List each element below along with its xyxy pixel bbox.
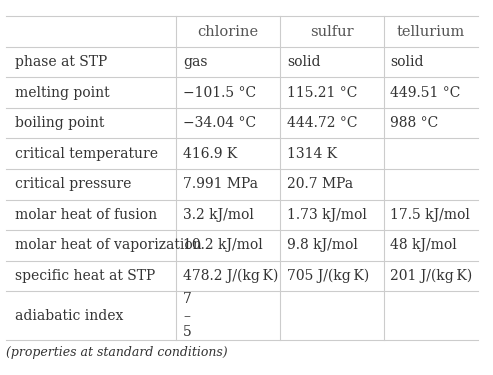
Text: adiabatic index: adiabatic index	[15, 309, 123, 322]
Text: 705 J/(kg K): 705 J/(kg K)	[287, 269, 369, 283]
Text: molar heat of vaporization: molar heat of vaporization	[15, 238, 202, 252]
Text: 1314 K: 1314 K	[287, 147, 337, 161]
Text: 7.991 MPa: 7.991 MPa	[183, 177, 258, 191]
Text: 48 kJ/mol: 48 kJ/mol	[390, 238, 457, 252]
Text: solid: solid	[390, 55, 424, 69]
Text: 449.51 °C: 449.51 °C	[390, 86, 460, 100]
Text: 7
–
5: 7 – 5	[183, 292, 192, 339]
Text: specific heat at STP: specific heat at STP	[15, 269, 155, 283]
Text: 1.73 kJ/mol: 1.73 kJ/mol	[287, 208, 367, 222]
Text: −101.5 °C: −101.5 °C	[183, 86, 256, 100]
Text: critical pressure: critical pressure	[15, 177, 131, 191]
Text: melting point: melting point	[15, 86, 109, 100]
Text: solid: solid	[287, 55, 320, 69]
Text: 20.7 MPa: 20.7 MPa	[287, 177, 353, 191]
Text: 10.2 kJ/mol: 10.2 kJ/mol	[183, 238, 263, 252]
Text: 115.21 °C: 115.21 °C	[287, 86, 357, 100]
Text: boiling point: boiling point	[15, 116, 104, 130]
Text: 444.72 °C: 444.72 °C	[287, 116, 357, 130]
Text: 9.8 kJ/mol: 9.8 kJ/mol	[287, 238, 358, 252]
Text: 201 J/(kg K): 201 J/(kg K)	[390, 269, 472, 283]
Text: phase at STP: phase at STP	[15, 55, 107, 69]
Text: molar heat of fusion: molar heat of fusion	[15, 208, 157, 222]
Text: tellurium: tellurium	[397, 24, 465, 39]
Text: sulfur: sulfur	[310, 24, 353, 39]
Text: chlorine: chlorine	[197, 24, 258, 39]
Text: 17.5 kJ/mol: 17.5 kJ/mol	[390, 208, 470, 222]
Text: 478.2 J/(kg K): 478.2 J/(kg K)	[183, 269, 279, 283]
Text: critical temperature: critical temperature	[15, 147, 158, 161]
Text: (properties at standard conditions): (properties at standard conditions)	[6, 346, 228, 359]
Text: 3.2 kJ/mol: 3.2 kJ/mol	[183, 208, 254, 222]
Text: −34.04 °C: −34.04 °C	[183, 116, 256, 130]
Text: 988 °C: 988 °C	[390, 116, 438, 130]
Text: 416.9 K: 416.9 K	[183, 147, 238, 161]
Text: gas: gas	[183, 55, 208, 69]
